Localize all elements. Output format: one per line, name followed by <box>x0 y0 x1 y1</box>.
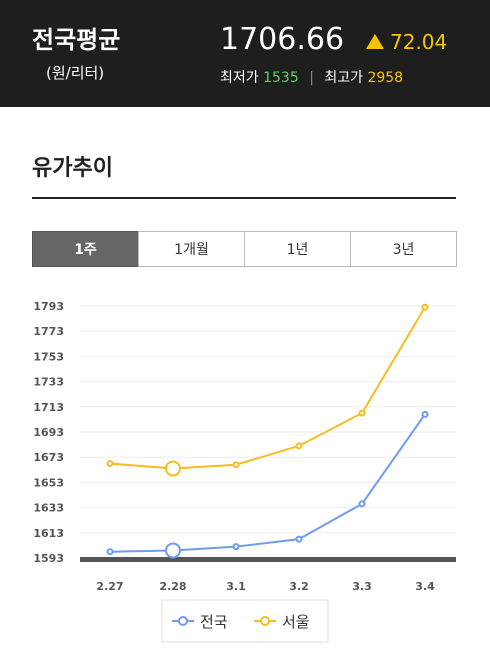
x-tick-label: 3.1 <box>226 580 246 593</box>
tab[interactable]: 1주 <box>32 231 139 267</box>
point <box>106 460 114 467</box>
low-high: 최저가 1535 | 최고가 2958 <box>220 67 403 87</box>
up-icon <box>366 34 384 49</box>
point <box>232 543 240 551</box>
point <box>358 409 366 417</box>
point <box>232 461 240 469</box>
y-tick-label: 1693 <box>33 426 64 439</box>
y-tick-label: 1713 <box>33 401 64 414</box>
point <box>106 548 114 556</box>
tab[interactable]: 3년 <box>350 231 457 267</box>
section-title: 유가추이 <box>32 156 113 181</box>
x-tick-label: 2.28 <box>159 580 186 593</box>
point <box>295 535 303 543</box>
header-unit: (원/리터) <box>46 64 105 82</box>
y-tick-label: 1593 <box>33 552 64 565</box>
tab[interactable]: 1년 <box>244 231 351 267</box>
low-label: 최저가 <box>220 70 259 86</box>
chart: 1593 1613 1633 1653 1673 1693 1713 1733 1753 1773… <box>33 300 456 643</box>
legend-label[interactable]: 전국 <box>200 613 228 631</box>
legend-marker <box>260 616 270 626</box>
point <box>421 410 429 418</box>
price: 1706.66 <box>220 22 345 57</box>
x-tick-label: 3.2 <box>289 580 309 593</box>
divider: | <box>309 70 314 86</box>
y-tick-label: 1793 <box>33 300 64 313</box>
y-tick-label: 1613 <box>33 527 64 540</box>
high-label: 최고가 <box>324 70 363 86</box>
header: 전국평균 (원/리터) 1706.66 72.04 최저가 1535 | 최고가… <box>0 0 490 107</box>
y-tick-label: 1653 <box>33 476 64 489</box>
point <box>165 542 181 559</box>
y-tick-label: 1733 <box>33 376 64 389</box>
change: 72.04 <box>390 30 448 54</box>
x-tick-label: 3.4 <box>415 580 435 593</box>
divider-line <box>32 197 456 199</box>
line <box>109 413 426 553</box>
high: 2958 <box>367 70 404 86</box>
point <box>421 303 429 311</box>
y-tick-label: 1773 <box>33 325 64 338</box>
line <box>109 306 426 470</box>
x-tick-label: 2.27 <box>96 580 123 593</box>
y-tick-label: 1673 <box>33 451 64 464</box>
tab[interactable]: 1개월 <box>138 231 245 267</box>
point <box>165 460 181 477</box>
y-tick-label: 1753 <box>33 350 64 363</box>
legend-label[interactable]: 서울 <box>282 613 310 631</box>
legend-marker <box>178 616 188 626</box>
low: 1535 <box>263 70 299 86</box>
x-tick-label: 3.3 <box>352 580 372 593</box>
point <box>358 500 366 508</box>
point <box>295 442 303 450</box>
header-title: 전국평균 <box>32 26 121 54</box>
y-tick-label: 1633 <box>33 502 64 515</box>
baseline <box>80 557 456 562</box>
